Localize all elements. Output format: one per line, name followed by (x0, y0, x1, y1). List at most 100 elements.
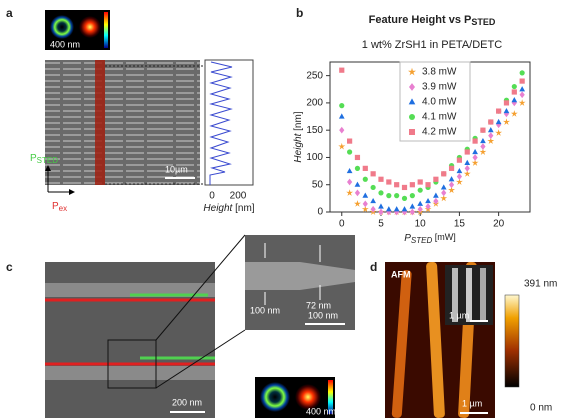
x-tick-label: 0 (339, 219, 345, 230)
y-tick-label: 150 (306, 125, 323, 136)
donut-psf (50, 15, 74, 39)
point (480, 143, 486, 150)
text: [nm] (232, 203, 254, 214)
point (362, 192, 369, 198)
y-tick-label: 50 (312, 179, 324, 190)
point (480, 127, 486, 133)
point (472, 138, 478, 144)
point (448, 176, 455, 182)
point (401, 184, 408, 191)
panel-c: c 100 nm 72 nm 100 nm 200 nm 400 nm (6, 234, 355, 418)
point (339, 67, 345, 73)
point (472, 154, 478, 161)
afm-line (452, 268, 458, 322)
afm-line (426, 261, 445, 418)
point (370, 171, 376, 177)
p-sted-label: PSTED (30, 153, 58, 165)
point (354, 181, 361, 187)
point (362, 200, 368, 208)
point (456, 167, 463, 174)
legend-marker (408, 98, 416, 105)
point (440, 194, 448, 202)
point (503, 118, 510, 125)
point (510, 110, 518, 117)
point (378, 208, 384, 216)
point (378, 190, 384, 196)
point (409, 208, 415, 216)
gauss-psf (79, 16, 101, 38)
y-tick-label: 0 (317, 207, 323, 218)
colorbar (104, 12, 108, 48)
point (511, 97, 518, 103)
panel-d: d 1 µm AFM 1 µm 391 nm 0 nm (370, 260, 557, 418)
afm-line (391, 270, 412, 418)
point (425, 182, 431, 188)
point (448, 165, 455, 171)
scale-label: 1 µm (449, 310, 469, 320)
p-ex-label: Pex (52, 201, 67, 213)
point (378, 203, 384, 209)
point (409, 193, 415, 199)
point (471, 159, 479, 166)
y-tick-label: 200 (306, 98, 323, 109)
point (417, 205, 423, 213)
point (417, 179, 423, 185)
legend-label: 4.0 mW (422, 97, 457, 108)
point (339, 126, 345, 134)
point (503, 107, 510, 114)
point (488, 119, 494, 125)
point (338, 142, 346, 150)
x-axis-label: PSTED [mW] (404, 232, 456, 245)
legend-marker (409, 114, 415, 120)
point (409, 203, 416, 209)
chart-title: Feature Height vs PSTED (369, 14, 496, 27)
point (370, 197, 376, 204)
point (347, 149, 353, 155)
point (354, 189, 361, 197)
point (378, 176, 384, 182)
point (472, 148, 478, 155)
point (347, 178, 353, 186)
point (401, 206, 408, 212)
point (361, 205, 369, 213)
point (409, 182, 415, 188)
point (425, 203, 431, 210)
panel-label: b (296, 6, 303, 20)
legend-marker (408, 67, 416, 76)
x-tick-label: 10 (415, 219, 427, 230)
point (464, 159, 471, 165)
point (354, 154, 361, 161)
text: Height (293, 132, 304, 162)
panel-label: d (370, 260, 377, 274)
point (433, 192, 439, 198)
point (455, 178, 463, 185)
point (463, 170, 471, 177)
point (394, 193, 400, 199)
point (503, 100, 510, 106)
point (448, 181, 455, 189)
point (488, 132, 494, 140)
point (370, 205, 376, 213)
point (386, 193, 392, 199)
point (346, 189, 354, 196)
point (496, 108, 502, 114)
scale-label: 10µm (165, 164, 188, 174)
point (394, 182, 400, 188)
colorbar (328, 380, 333, 414)
point (448, 186, 456, 194)
point (440, 184, 447, 190)
point (479, 148, 487, 155)
y-tick-label: 100 (306, 152, 323, 163)
point (354, 165, 361, 171)
point (518, 99, 526, 106)
zoom-box (107, 339, 157, 389)
text: STED (37, 156, 59, 165)
x-tick-label: 5 (378, 219, 384, 230)
x-tick-label: 15 (454, 219, 466, 230)
line-feature (245, 262, 355, 290)
text: STED (411, 236, 433, 245)
point (495, 118, 502, 125)
legend-label: 3.9 mW (422, 82, 457, 93)
point (347, 138, 353, 144)
